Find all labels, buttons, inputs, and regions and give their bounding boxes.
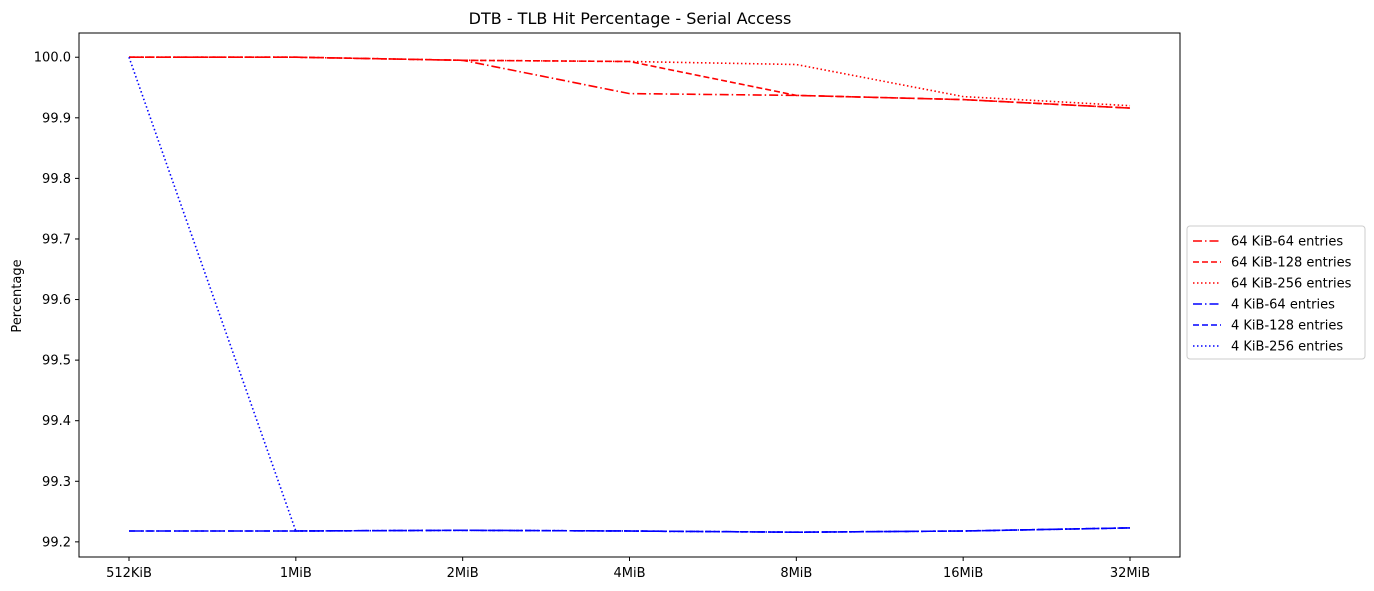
series-line-3 bbox=[129, 56, 1131, 107]
legend-box bbox=[1186, 225, 1366, 360]
x-tick-label: 16MiB bbox=[943, 566, 983, 581]
legend-label: 4 KiB-64 entries bbox=[1231, 298, 1335, 313]
x-axis: 512KiB 1MiB 2MiB 4MiB 8MiB 16MiB 32MiB bbox=[106, 557, 1150, 581]
y-tick-label: 99.7 bbox=[42, 232, 71, 247]
x-tick-label: 8MiB bbox=[780, 566, 812, 581]
chart-title: DTB - TLB Hit Percentage - Serial Access bbox=[469, 9, 792, 28]
y-tick-label: 99.2 bbox=[42, 535, 71, 550]
x-tick-label: 1MiB bbox=[280, 566, 312, 581]
x-tick-label: 2MiB bbox=[447, 566, 479, 581]
y-axis-label: Percentage bbox=[10, 259, 25, 332]
x-tick-label: 4MiB bbox=[613, 566, 645, 581]
x-tick-label: 512KiB bbox=[106, 566, 152, 581]
y-tick-label: 99.8 bbox=[42, 172, 71, 187]
y-tick-label: 99.3 bbox=[42, 475, 71, 490]
legend-label: 64 KiB-256 entries bbox=[1231, 277, 1352, 292]
legend-label: 64 KiB-128 entries bbox=[1231, 256, 1352, 271]
series-line-1 bbox=[129, 56, 1131, 109]
legend-label: 64 KiB-64 entries bbox=[1231, 235, 1343, 250]
y-tick-label: 100.0 bbox=[34, 51, 71, 66]
y-axis: 99.2 99.3 99.4 99.5 99.6 99.7 99.8 99.9 100.0 bbox=[34, 51, 79, 550]
plot-area-frame bbox=[78, 32, 1181, 558]
series-line-6 bbox=[128, 56, 1131, 534]
y-tick-label: 99.4 bbox=[42, 414, 71, 429]
x-tick-label: 32MiB bbox=[1110, 566, 1150, 581]
y-tick-label: 99.5 bbox=[42, 354, 71, 369]
legend: 64 KiB-64 entries 64 KiB-128 entries 64 Ki… bbox=[1186, 225, 1366, 360]
y-tick-label: 99.9 bbox=[42, 111, 71, 126]
legend-label: 4 KiB-256 entries bbox=[1231, 340, 1343, 355]
series-lines bbox=[128, 56, 1131, 534]
y-tick-label: 99.6 bbox=[42, 293, 71, 308]
legend-label: 4 KiB-128 entries bbox=[1231, 319, 1343, 334]
